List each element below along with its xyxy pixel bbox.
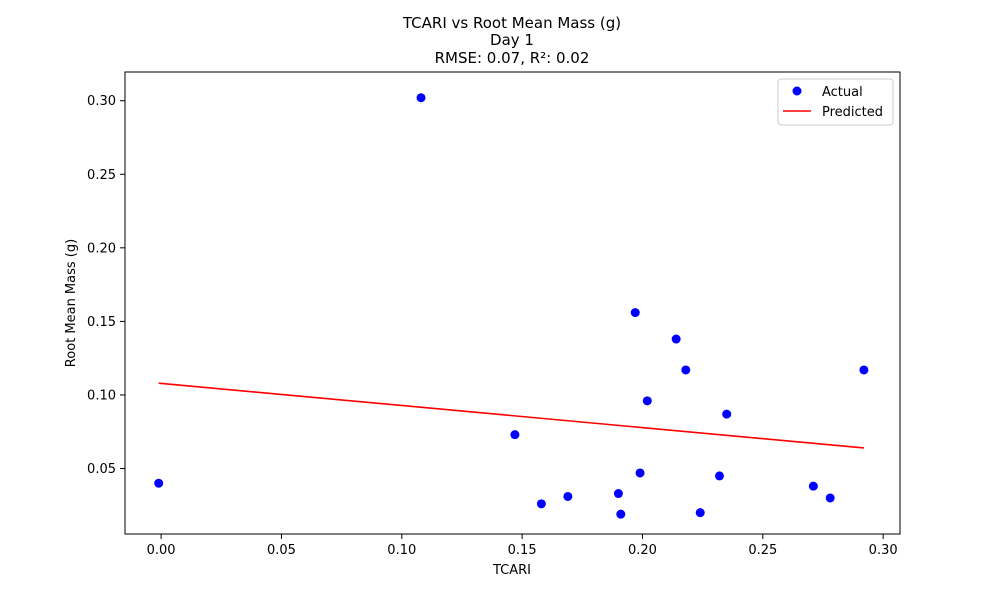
- chart-title-line-1: TCARI vs Root Mean Mass (g): [402, 14, 621, 32]
- x-tick-label-5: 0.25: [748, 543, 777, 558]
- actual-point-13: [714, 471, 724, 481]
- legend-box: [777, 78, 894, 126]
- actual-point-8: [635, 468, 645, 478]
- x-tick-label-1: 0.05: [267, 543, 296, 558]
- actual-point-11: [681, 365, 691, 375]
- x-axis-label: TCARI: [492, 563, 531, 578]
- x-tick-label-2: 0.10: [387, 543, 416, 558]
- actual-point-9: [642, 396, 652, 406]
- actual-point-17: [859, 365, 869, 375]
- x-tick-label-6: 0.30: [869, 543, 898, 558]
- y-axis-label: Root Mean Mass (g): [64, 239, 79, 367]
- y-tick-label-1: 0.10: [87, 388, 116, 403]
- axes: 0.00 0.05 0.10 0.15 0.20 0.25 0.30 0.05 0.10 0.15…: [87, 94, 898, 558]
- chart-title-line-3: RMSE: 0.07, R²: 0.02: [435, 49, 590, 67]
- predicted-line: [158, 382, 864, 449]
- legend-actual-label: Actual: [822, 85, 863, 100]
- y-tick-label-0: 0.05: [87, 462, 116, 477]
- actual-point-6: [616, 509, 626, 519]
- y-tick-label-4: 0.25: [87, 168, 116, 183]
- actual-point-3: [536, 499, 546, 509]
- actual-point-1: [416, 93, 426, 103]
- plot-frame: [124, 71, 901, 535]
- x-tick-label-3: 0.15: [508, 543, 537, 558]
- actual-point-4: [563, 491, 573, 501]
- actual-point-7: [630, 308, 640, 318]
- actual-point-10: [671, 334, 681, 344]
- actual-point-16: [825, 493, 835, 503]
- legend: Actual Predicted: [777, 78, 894, 126]
- actual-point-0: [154, 478, 164, 488]
- y-tick-label-2: 0.15: [87, 315, 116, 330]
- legend-predicted-label: Predicted: [822, 105, 883, 120]
- y-tick-label-5: 0.30: [87, 94, 116, 109]
- actual-point-14: [722, 409, 732, 419]
- actual-point-15: [808, 481, 818, 491]
- legend-actual-marker: [792, 86, 802, 96]
- plot-area: [154, 93, 869, 519]
- actual-point-12: [695, 508, 705, 518]
- chart-title-line-2: Day 1: [490, 31, 534, 49]
- y-tick-label-3: 0.20: [87, 241, 116, 256]
- x-tick-label-0: 0.00: [147, 543, 176, 558]
- x-tick-label-4: 0.20: [628, 543, 657, 558]
- actual-point-5: [613, 489, 623, 499]
- actual-point-2: [510, 430, 520, 440]
